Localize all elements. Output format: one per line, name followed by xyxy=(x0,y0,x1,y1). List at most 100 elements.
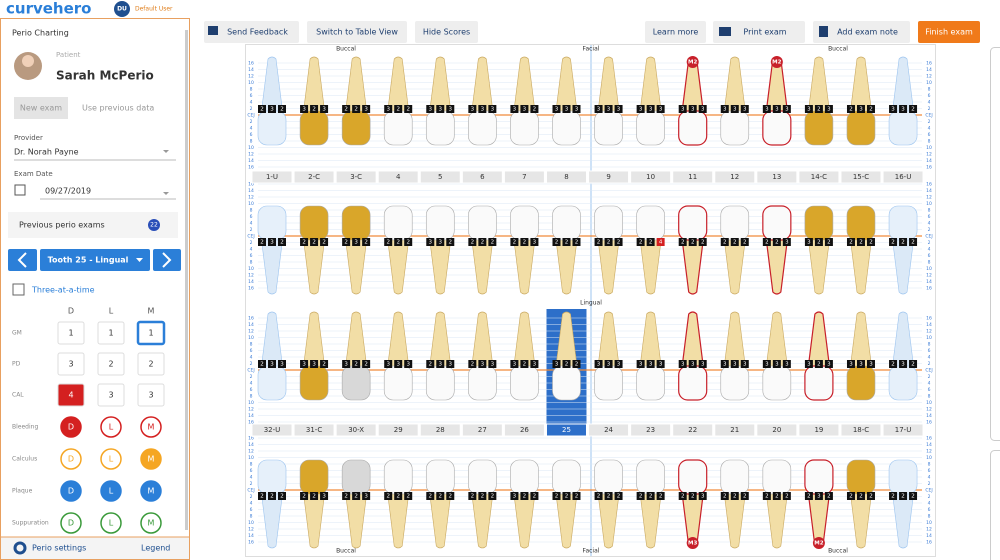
tooth-number-cell[interactable] xyxy=(714,170,756,184)
tooth-number-cell[interactable] xyxy=(503,170,545,184)
tooth-number-cell[interactable] xyxy=(672,170,714,184)
depth-value: 2 xyxy=(406,494,410,500)
tooth-number-cell[interactable] xyxy=(419,423,461,437)
scale-label: 10 xyxy=(926,145,932,151)
scale-label: 16 xyxy=(248,540,254,546)
measure-box[interactable] xyxy=(137,383,165,407)
toolbar-button[interactable] xyxy=(415,21,478,43)
indicator[interactable] xyxy=(140,480,162,502)
depth-value: 2 xyxy=(575,494,579,500)
toolbar-button-label: Learn more xyxy=(653,28,699,37)
depth-badge xyxy=(614,360,623,368)
tooth-number-cell[interactable] xyxy=(377,170,419,184)
tooth-number-cell[interactable] xyxy=(840,423,882,437)
tooth-number-cell[interactable] xyxy=(251,423,293,437)
next-tooth-button[interactable] xyxy=(153,249,181,271)
measure-box[interactable] xyxy=(57,352,85,376)
indicator[interactable] xyxy=(60,448,82,470)
tooth-number-cell[interactable] xyxy=(882,423,924,437)
tooth-number-cell[interactable] xyxy=(335,423,377,437)
tooth-number-cell[interactable] xyxy=(419,170,461,184)
tooth-selector[interactable] xyxy=(40,249,150,271)
scale-label: 12 xyxy=(248,527,254,533)
new-exam-button[interactable] xyxy=(14,97,68,119)
toolbar-button[interactable] xyxy=(307,21,407,43)
depth-value: 2 xyxy=(785,494,789,500)
indicator[interactable] xyxy=(140,448,162,470)
tooth-number-cell[interactable] xyxy=(335,170,377,184)
indicator[interactable] xyxy=(100,448,122,470)
indicator[interactable] xyxy=(100,480,122,502)
perio-settings[interactable]: Perio settings xyxy=(32,544,86,553)
scale-label: 8 xyxy=(928,260,931,266)
tooth-number-cell[interactable] xyxy=(840,170,882,184)
tooth-number-cell[interactable] xyxy=(672,423,714,437)
measure-box[interactable] xyxy=(97,383,125,407)
use-previous[interactable]: Use previous data xyxy=(82,104,154,113)
tooth-number-cell[interactable] xyxy=(882,170,924,184)
toolbar-button[interactable] xyxy=(918,21,980,43)
date-value[interactable]: 09/27/2019 xyxy=(45,187,91,196)
tooth-number-cell[interactable] xyxy=(461,170,503,184)
tooth-number-cell[interactable] xyxy=(251,170,293,184)
tooth-number-cell[interactable] xyxy=(630,170,672,184)
tooth-number-cell[interactable] xyxy=(461,423,503,437)
toolbar-button[interactable] xyxy=(645,21,706,43)
depth-badge xyxy=(866,105,875,113)
measure-box[interactable] xyxy=(97,352,125,376)
tooth-number-cell[interactable] xyxy=(545,423,587,437)
depth-badge xyxy=(824,238,833,246)
scale-label: 12 xyxy=(248,273,254,279)
tooth-number-cell[interactable] xyxy=(293,423,335,437)
measure-box[interactable] xyxy=(136,320,166,346)
depth-value: 3 xyxy=(322,494,326,500)
measure-box[interactable] xyxy=(57,383,85,407)
tooth-crown xyxy=(257,205,287,241)
tooth-number-cell[interactable] xyxy=(798,170,840,184)
three-checkbox[interactable] xyxy=(12,283,25,296)
tooth-number-cell[interactable] xyxy=(630,423,672,437)
indicator[interactable] xyxy=(140,512,162,534)
toolbar-button[interactable] xyxy=(204,21,299,43)
toolbar-button[interactable] xyxy=(813,21,910,43)
depth-value: 3 xyxy=(681,107,685,113)
indicator[interactable] xyxy=(140,416,162,438)
tooth-number-cell[interactable] xyxy=(588,423,630,437)
depth-badge xyxy=(824,105,833,113)
measure-box[interactable] xyxy=(137,352,165,376)
tooth-number-cell[interactable] xyxy=(503,423,545,437)
mobility-label: M2 xyxy=(772,60,781,66)
indicator[interactable] xyxy=(100,512,122,534)
indicator[interactable] xyxy=(60,480,82,502)
tooth-number-cell[interactable] xyxy=(377,423,419,437)
depth-badge xyxy=(804,105,813,113)
measure-box[interactable] xyxy=(97,321,125,345)
indicator[interactable] xyxy=(100,416,122,438)
tooth-number-cell[interactable] xyxy=(545,170,587,184)
depth-badge xyxy=(646,492,655,500)
measure-box[interactable] xyxy=(57,321,85,345)
depth-value: 2 xyxy=(302,494,306,500)
three-label: Three-at-a-time xyxy=(31,286,95,295)
scrollbar[interactable] xyxy=(185,30,188,530)
indicator[interactable] xyxy=(60,512,82,534)
prev-tooth-button[interactable] xyxy=(8,249,37,271)
depth-badge xyxy=(394,492,403,500)
tooth-root xyxy=(260,489,284,549)
indicator[interactable] xyxy=(60,416,82,438)
legend-link[interactable]: Legend xyxy=(141,544,170,553)
depth-badge xyxy=(320,238,329,246)
tooth-number-cell[interactable] xyxy=(756,170,798,184)
tooth-number-cell[interactable] xyxy=(293,170,335,184)
depth-value: 2 xyxy=(827,240,831,246)
tooth-number: 27 xyxy=(478,426,487,434)
tooth-crown xyxy=(468,459,497,495)
tooth-number-cell[interactable] xyxy=(756,423,798,437)
avatar[interactable] xyxy=(114,1,130,17)
tooth-number-cell[interactable] xyxy=(798,423,840,437)
tooth-number-cell[interactable] xyxy=(588,170,630,184)
provider-value[interactable]: Dr. Norah Payne xyxy=(14,148,79,157)
toolbar-button[interactable] xyxy=(713,21,805,43)
tooth-number-cell[interactable] xyxy=(714,423,756,437)
tooth-crown xyxy=(636,459,665,495)
